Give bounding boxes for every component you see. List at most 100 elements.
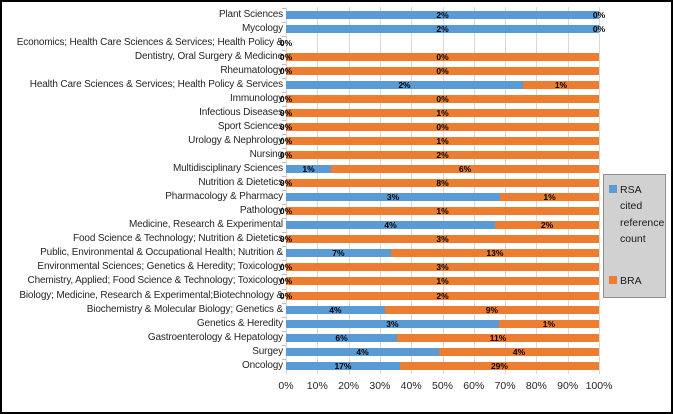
gridline: [286, 7, 287, 374]
bar-area: 0% 8%: [280, 176, 599, 190]
bra-bar-segment: [286, 179, 599, 188]
bar-area: 3% 1%: [282, 190, 599, 204]
gridline: [411, 7, 413, 374]
bra-value-label: 1%: [542, 318, 556, 329]
category-label: Gastroenterology & Hepatology: [147, 331, 283, 343]
bra-bar-segment: [286, 291, 599, 300]
bra-bar-segment: [390, 249, 599, 258]
rsa-bar-segment: [286, 305, 385, 314]
category-axis-tick: [282, 232, 286, 234]
category-label: Pathology: [239, 205, 283, 217]
rsa-value-label: 0%: [279, 276, 293, 287]
category-label: Plant Sciences: [218, 8, 283, 20]
x-axis-tick-label: 100%: [585, 380, 613, 392]
bar-area: 0% 1%: [280, 133, 599, 148]
category-axis-tick: [282, 330, 286, 332]
category-label: Infectious Diseases: [199, 106, 283, 118]
chart-row: Health Care Sciences & Services; Health …: [2, 77, 671, 92]
category-label: Pharmacology & Pharmacy: [165, 191, 283, 203]
bra-bar-segment: [286, 108, 599, 117]
chart-row: Multidisciplinary Sciences 1% 6%: [2, 162, 671, 176]
rsa-value-label: 7%: [332, 248, 345, 259]
bra-value-label: 2%: [436, 290, 449, 301]
chart-row: Nutrition & Dietetics 0% 8%: [2, 176, 671, 190]
chart-row: Biochemistry & Molecular Biology; Geneti…: [2, 302, 671, 317]
bar-area: 0% 2%: [280, 288, 599, 303]
legend-label-rsa: RSA cited reference count: [620, 184, 665, 245]
chart-row: Economics; Health Care Sciences & Servic…: [2, 35, 671, 50]
rsa-value-label: 17%: [334, 360, 352, 371]
chart-row: Mycology 2% 0%: [2, 21, 671, 36]
rsa-value-label: 0%: [279, 290, 293, 301]
bra-value-label: 11%: [489, 332, 507, 343]
chart-row: Sport Sciences 0% 0%: [2, 119, 671, 134]
bar-area: 0% 1%: [280, 274, 599, 288]
rsa-bar-segment: [286, 193, 501, 202]
category-axis-tick: [282, 162, 286, 164]
rsa-bar-segment: [286, 249, 391, 258]
bra-bar-segment: [286, 151, 599, 159]
category-label: Environmental Sciences; Genetics & Hered…: [37, 261, 283, 273]
category-axis-tick: [282, 35, 286, 37]
bar-area: 0% 0%: [280, 49, 599, 64]
chart-row: Food Science & Technology; Nutrition & D…: [2, 232, 671, 246]
category-label: Biochemistry & Molecular Biology; Geneti…: [86, 303, 283, 315]
bra-value-label: 1%: [436, 206, 449, 217]
legend-item-bra: BRA: [609, 273, 662, 289]
x-axis-tick-label: 90%: [557, 380, 579, 392]
rsa-value-label: 1%: [302, 164, 315, 175]
category-label: Dentistry, Oral Surgery & Medicine: [134, 50, 283, 62]
bar-area: 0% 1%: [280, 204, 599, 218]
rsa-value-label: 0%: [279, 93, 293, 104]
category-axis-tick: [282, 218, 286, 220]
bar-area: 0% 1%: [280, 105, 599, 120]
bra-value-label: 29%: [490, 360, 508, 371]
rsa-value-label: 3%: [386, 192, 400, 203]
bra-value-label: 0%: [592, 9, 606, 20]
gridline: [348, 7, 350, 374]
bra-bar-segment: [286, 94, 599, 103]
bra-legend-swatch-icon: [609, 276, 617, 285]
chart-row: Pathology 0% 1%: [2, 204, 671, 218]
chart-row: Dentistry, Oral Surgery & Medicine 0% 0%: [2, 49, 671, 64]
chart-row: Public, Environmental & Occupational Hea…: [2, 246, 671, 260]
x-axis-tick-label: 60%: [463, 380, 485, 392]
category-axis-tick: [282, 77, 286, 79]
bra-value-label: 0%: [592, 23, 606, 34]
bra-bar-segment: [522, 80, 599, 89]
rsa-value-label: 0%: [279, 107, 293, 118]
rsa-value-label: 0%: [279, 51, 293, 62]
category-axis-tick: [282, 358, 286, 360]
bar-area: 7% 13%: [282, 246, 599, 260]
gridline: [379, 7, 381, 374]
rsa-value-label: 0%: [279, 262, 293, 273]
bra-bar-segment: [286, 207, 599, 216]
rsa-value-label: 3%: [386, 318, 399, 329]
bar-area: 0% 0%: [280, 119, 599, 134]
x-axis-tick-label: 50%: [431, 380, 454, 392]
rsa-bar-segment: [286, 24, 599, 33]
x-axis-tick-label: 10%: [306, 380, 328, 392]
category-label: Food Science & Technology; Nutrition & D…: [73, 233, 283, 245]
category-axis-tick: [282, 344, 286, 346]
rsa-value-label: 0%: [279, 234, 293, 245]
rsa-legend-swatch-icon: [609, 185, 617, 193]
bra-value-label: 3%: [436, 262, 449, 273]
rsa-value-label: 0%: [279, 206, 293, 217]
chart-row: Infectious Diseases 0% 1%: [2, 105, 671, 120]
bra-bar-segment: [498, 319, 599, 328]
bra-value-label: 0%: [436, 51, 449, 62]
bar-area: 4% 2%: [282, 218, 599, 232]
rsa-value-label: 0%: [279, 65, 293, 76]
category-axis-tick: [282, 288, 286, 290]
bra-value-label: 13%: [486, 248, 504, 259]
rsa-value-label: 0%: [279, 37, 293, 48]
category-axis-tick: [282, 148, 286, 149]
bra-bar-segment: [286, 263, 599, 272]
bra-bar-segment: [286, 277, 599, 286]
rsa-value-label: 2%: [436, 9, 449, 20]
bra-bar-segment: [397, 333, 599, 342]
bra-bar-segment: [286, 235, 599, 244]
chart-row: Nursing 0% 2%: [2, 148, 671, 162]
chart-row: Surgey 4% 4%: [2, 344, 671, 359]
